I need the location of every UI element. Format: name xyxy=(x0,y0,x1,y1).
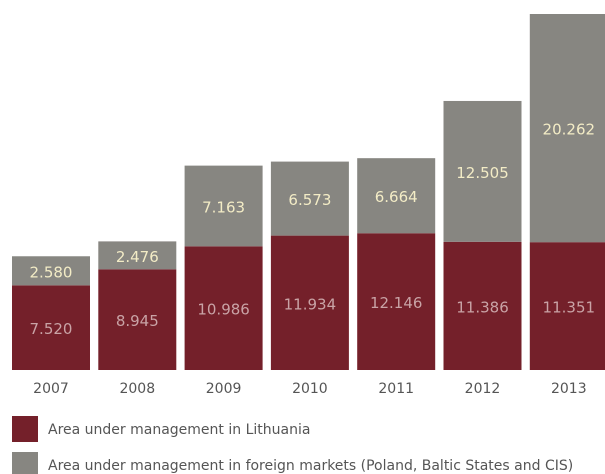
bar-label: 7.163 xyxy=(202,198,245,216)
x-tick-label: 2007 xyxy=(33,381,69,397)
bar-label: 11.934 xyxy=(284,295,337,313)
legend-swatch xyxy=(12,452,38,474)
legend-label: Area under management in foreign markets… xyxy=(48,458,573,474)
bar-segment xyxy=(12,285,90,370)
bar-segment xyxy=(529,242,605,370)
bar-segment xyxy=(98,241,177,270)
bar-segment xyxy=(357,158,436,234)
x-tick-label: 2011 xyxy=(378,381,414,397)
bar-label: 11.386 xyxy=(456,298,509,316)
bar-label: 11.351 xyxy=(543,299,596,317)
legend-label: Area under management in Lithuania xyxy=(48,422,310,438)
x-tick-label: 2013 xyxy=(551,381,587,397)
x-tick-label: 2009 xyxy=(206,381,242,397)
x-tick-label: 2008 xyxy=(119,381,155,397)
bar-label: 2.476 xyxy=(116,248,159,266)
bar-segment xyxy=(184,165,263,247)
bar-label: 10.986 xyxy=(197,301,250,319)
bar-segment xyxy=(184,246,263,370)
bar-label: 20.262 xyxy=(543,121,596,139)
bar-segment xyxy=(357,233,436,370)
x-tick-label: 2012 xyxy=(465,381,501,397)
x-tick-label: 2010 xyxy=(292,381,328,397)
bar-label: 7.520 xyxy=(30,320,73,338)
bar-label: 6.573 xyxy=(288,191,331,209)
bar-label: 6.664 xyxy=(375,188,418,206)
bar-segment xyxy=(98,269,177,370)
bar-segment xyxy=(529,14,605,243)
legend-swatch xyxy=(12,416,38,442)
bar-segment xyxy=(443,241,522,370)
bar-segment xyxy=(270,235,349,370)
bar-segment xyxy=(443,100,522,242)
bar-segment xyxy=(270,161,349,236)
bar-label: 2.580 xyxy=(30,263,73,281)
bar-label: 8.945 xyxy=(116,312,159,330)
bar-label: 12.146 xyxy=(370,294,423,312)
bar-segment xyxy=(12,256,90,286)
bar-label: 12.505 xyxy=(456,164,509,182)
